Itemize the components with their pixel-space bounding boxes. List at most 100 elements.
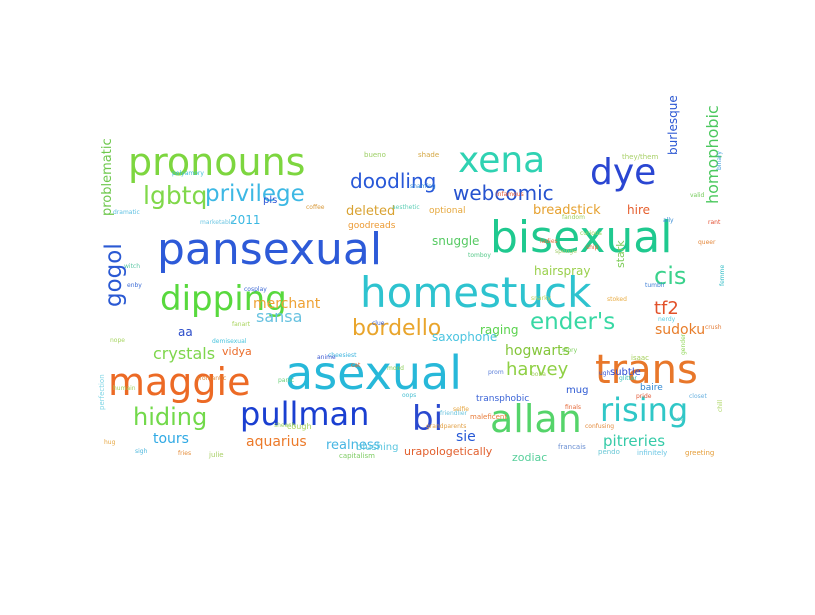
cloud-word: francais xyxy=(558,443,586,451)
cloud-word: pride xyxy=(636,393,652,400)
cloud-word: gogol xyxy=(101,243,127,307)
cloud-word: tumblr xyxy=(645,282,665,289)
cloud-word: snarky xyxy=(531,295,551,302)
cloud-word: doodling xyxy=(350,169,437,193)
cloud-word: isaac xyxy=(631,354,650,362)
cloud-word: greeting xyxy=(685,449,715,457)
cloud-word: ace xyxy=(673,416,684,423)
cloud-word: snuggle xyxy=(432,234,480,248)
cloud-word: bisexual xyxy=(490,212,673,263)
cloud-word: mug xyxy=(566,385,589,396)
cloud-word: demisexual xyxy=(212,338,247,345)
cloud-word: rising xyxy=(600,391,689,429)
cloud-word: burlesque xyxy=(666,95,680,155)
cloud-word: harvey xyxy=(506,359,569,380)
cloud-word: oops xyxy=(402,392,417,399)
cloud-word: cat xyxy=(351,362,361,369)
cloud-word: ship xyxy=(586,244,599,251)
cloud-word: infamous xyxy=(496,191,524,198)
cloud-word: webcomic xyxy=(453,181,554,205)
cloud-word: shade xyxy=(418,151,440,159)
cloud-word: hogwarts xyxy=(505,343,570,359)
cloud-word: goodreads xyxy=(348,221,396,231)
cloud-word: confusing xyxy=(585,423,615,430)
cloud-word: story xyxy=(562,347,578,354)
cloud-word: nerdy xyxy=(658,316,676,323)
cloud-word: sheesh xyxy=(274,422,296,429)
cloud-word: blushing xyxy=(356,442,399,453)
cloud-word: ender's xyxy=(530,309,616,335)
cloud-word: mood xyxy=(387,365,404,372)
cloud-word: stoked xyxy=(607,296,627,303)
cloud-word: cis xyxy=(654,262,687,290)
cloud-word: crystals xyxy=(153,344,216,363)
cloud-word: raging xyxy=(480,323,519,337)
cloud-word: sponge xyxy=(555,248,577,255)
cloud-word: xena xyxy=(458,140,546,181)
cloud-word: privilege xyxy=(205,181,305,207)
cloud-word: tours xyxy=(153,431,189,447)
cloud-word: friendlier xyxy=(440,410,468,417)
cloud-word: crush xyxy=(705,324,722,331)
cloud-word: capitalism xyxy=(339,452,375,460)
cloud-word: boba xyxy=(531,371,546,378)
cloud-word: they/them xyxy=(622,153,659,161)
cloud-word: pls xyxy=(263,195,278,206)
cloud-word: sudoku xyxy=(655,322,706,338)
cloud-word: problematic xyxy=(100,138,115,216)
cloud-word: enby xyxy=(127,282,142,289)
cloud-word: gender xyxy=(680,333,687,355)
cloud-word: nope xyxy=(110,337,125,344)
cloud-word: finals xyxy=(565,404,582,411)
cloud-word: julie xyxy=(209,451,224,459)
cloud-word: merchant xyxy=(253,296,321,312)
cloud-word: valid xyxy=(690,192,705,199)
cloud-word: lgbtq xyxy=(143,181,208,210)
cloud-word: perfection xyxy=(98,374,106,410)
cloud-word: aquarius xyxy=(246,434,307,450)
cloud-word: witch xyxy=(124,263,141,270)
cloud-word: pitreries xyxy=(603,432,666,450)
cloud-word: humain xyxy=(113,385,136,392)
cloud-word: cosplay xyxy=(244,286,267,293)
cloud-word: sie xyxy=(456,429,476,445)
cloud-word: tomboy xyxy=(468,252,491,259)
cloud-word: transphobic xyxy=(476,394,530,404)
cloud-word: hire xyxy=(627,203,650,217)
cloud-word: maggie xyxy=(108,360,251,404)
cloud-word: pendo xyxy=(598,448,620,456)
cloud-word: tf2 xyxy=(654,298,679,319)
cloud-word: marketable xyxy=(200,219,235,226)
cloud-word: glitter xyxy=(619,375,638,382)
cloud-word: anime xyxy=(317,354,336,361)
cloud-word: shaming xyxy=(410,183,436,190)
cloud-word: cough xyxy=(287,422,312,431)
cloud-word: realness xyxy=(326,438,381,453)
cloud-word: dye xyxy=(590,152,657,193)
cloud-word: binary xyxy=(716,151,723,170)
cloud-word: dipping xyxy=(160,279,287,319)
cloud-word: pronouns xyxy=(128,140,306,184)
cloud-word: chill xyxy=(717,399,724,412)
cloud-word: hug xyxy=(104,439,116,446)
cloud-word: cheesiest xyxy=(328,352,357,359)
cloud-word: breadstick xyxy=(533,203,601,218)
cloud-word: femme xyxy=(719,264,726,286)
cloud-word: stark xyxy=(614,240,627,268)
cloud-word: urapologetically xyxy=(404,445,493,458)
cloud-word: closet xyxy=(689,393,707,400)
cloud-word: trans xyxy=(595,347,698,393)
cloud-word: dramatic xyxy=(113,209,140,216)
cloud-word: bordello xyxy=(352,316,442,341)
cloud-word: clue xyxy=(372,320,385,327)
cloud-word: queer xyxy=(698,239,716,246)
cloud-word: fanart xyxy=(232,321,251,328)
cloud-word: aromantic xyxy=(196,375,227,382)
cloud-word: allan xyxy=(490,397,582,441)
cloud-word: coffee xyxy=(306,204,325,211)
cloud-word: sansa xyxy=(256,307,303,326)
cloud-word: optional xyxy=(429,206,466,216)
cloud-word: maleficent xyxy=(470,413,508,421)
cloud-word: polyamory xyxy=(172,170,204,177)
cloud-word: baire xyxy=(640,383,663,393)
